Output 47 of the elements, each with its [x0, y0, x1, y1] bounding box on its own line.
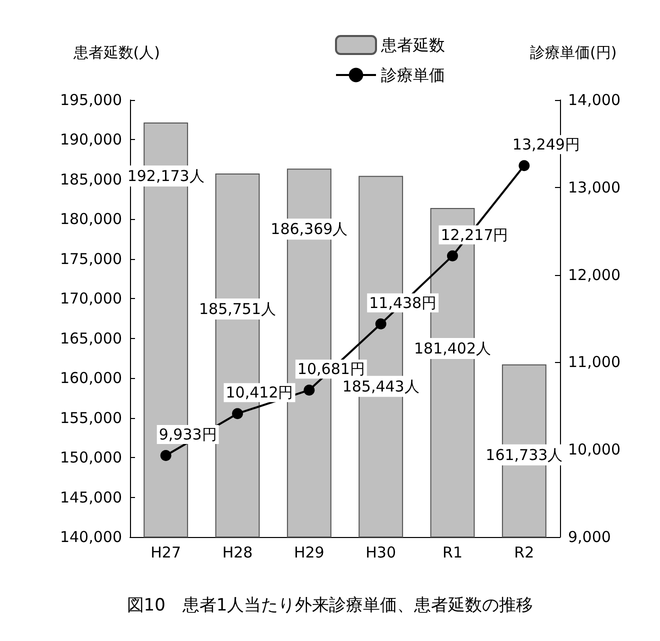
- y-tick-label: 170,000: [60, 290, 122, 308]
- y-tick-label: 190,000: [60, 130, 122, 149]
- x-tick-label: H27: [150, 544, 182, 562]
- x-tick-label: H30: [366, 544, 396, 562]
- data-label: 12,217円: [440, 226, 508, 244]
- y-tick-label: 155,000: [60, 408, 122, 427]
- x-tick-label: R2: [514, 544, 534, 562]
- data-label: 192,173人: [127, 166, 204, 185]
- data-label: 10,681円: [297, 360, 365, 378]
- point: [232, 408, 243, 420]
- point: [160, 450, 172, 461]
- y-axis-title: 患者延数(人): [72, 44, 160, 62]
- data-label: 186,369人: [270, 220, 348, 238]
- data-label: 10,412円: [226, 384, 294, 402]
- x-tick-label: R1: [442, 544, 462, 562]
- y-tick-label: 195,000: [60, 91, 122, 109]
- data-label: 185,751人: [198, 300, 276, 318]
- y2-tick-label: 12,000: [568, 266, 620, 284]
- point: [518, 160, 530, 172]
- text: 図10 患者1人当たり外来診療単価、患者延数の推移: [126, 596, 534, 616]
- y-tick-label: 165,000: [60, 329, 122, 348]
- legend-label: 診療単価: [381, 66, 445, 84]
- y-tick-label: 175,000: [60, 250, 122, 268]
- data-label: 11,438円: [369, 294, 437, 312]
- data-label: 9,933円: [158, 425, 217, 444]
- y2-tick-label: 11,000: [568, 353, 620, 372]
- data-label: 185,443人: [342, 377, 420, 396]
- x-tick-label: H29: [294, 544, 324, 562]
- y2-tick-label: 13,000: [568, 178, 620, 196]
- y-tick-label: 180,000: [60, 210, 122, 228]
- y2-tick-label: 9,000: [568, 528, 611, 546]
- y2-axis-title: 診療単価(円): [530, 44, 617, 62]
- point: [304, 384, 315, 396]
- point: [447, 250, 458, 262]
- y-tick-label: 185,000: [60, 170, 122, 188]
- y-tick-label: 150,000: [60, 448, 122, 467]
- point: [375, 318, 386, 330]
- y-tick-label: 160,000: [60, 369, 122, 388]
- data-label: 181,402人: [414, 340, 492, 358]
- y2-tick-label: 10,000: [568, 440, 620, 459]
- x-tick-label: H28: [222, 544, 253, 562]
- y-tick-label: 145,000: [60, 488, 122, 506]
- y-tick-label: 140,000: [60, 528, 122, 546]
- legend-label: 患者延数: [380, 36, 445, 54]
- data-label: 161,733人: [486, 446, 563, 464]
- y2-tick-label: 14,000: [568, 91, 620, 109]
- data-label: 13,249円: [512, 136, 580, 154]
